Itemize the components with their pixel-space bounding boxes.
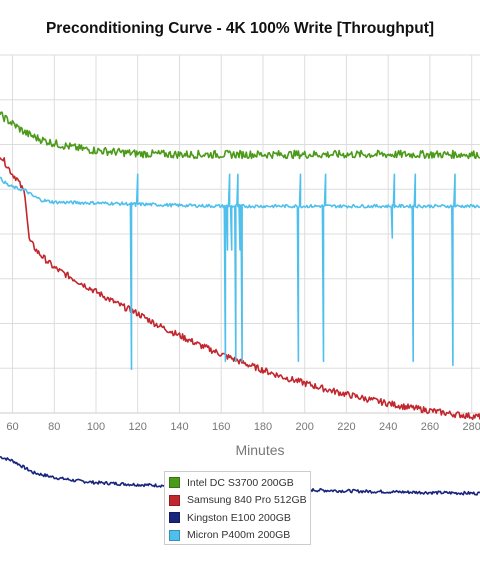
x-tick-label-100: 100 [87, 421, 105, 433]
x-tick-label-60: 60 [6, 421, 18, 433]
x-axis-label: Minutes [235, 442, 285, 458]
legend-swatch-samsung [169, 494, 180, 506]
x-tick-label-280: 280 [463, 421, 480, 433]
legend-item-kingston[interactable]: Kingston E100 200GB [165, 509, 310, 527]
legend-item-samsung[interactable]: Samsung 840 Pro 512GB [165, 492, 310, 510]
x-tick-label-180: 180 [254, 421, 272, 433]
legend-swatch-micron [169, 529, 180, 541]
x-tick-label-260: 260 [421, 421, 439, 433]
legend-swatch-kingston [169, 512, 180, 524]
series-line-micron-p400m-200gb [0, 173, 480, 371]
legend-item-micron[interactable]: Micron P400m 200GB [165, 527, 310, 545]
x-tick-label-140: 140 [170, 421, 188, 433]
series-line-intel-dc-s3700-200gb [0, 111, 480, 160]
x-tick-label-160: 160 [212, 421, 230, 433]
grid-lines [0, 54, 480, 414]
legend-swatch-intel [169, 477, 180, 489]
x-tick-labels: 60 80 100 120 140 160 180 200 220 240 260 280 [6, 421, 480, 433]
chart-title: Preconditioning Curve - 4K 100% Write [T… [45, 20, 435, 37]
legend: Intel DC S3700 200GB Samsung 840 Pro 512… [164, 471, 311, 545]
x-tick-label-120: 120 [129, 421, 147, 433]
x-tick-label-200: 200 [296, 421, 314, 433]
legend-label-intel: Intel DC S3700 200GB [187, 476, 294, 489]
x-tick-label-220: 220 [337, 421, 355, 433]
series-line-samsung-840-pro-512gb [0, 157, 480, 421]
x-tick-label-240: 240 [379, 421, 397, 433]
legend-label-samsung: Samsung 840 Pro 512GB [187, 494, 307, 507]
legend-label-kingston: Kingston E100 200GB [187, 511, 291, 524]
series-lines [0, 111, 480, 496]
legend-item-intel[interactable]: Intel DC S3700 200GB [165, 474, 310, 492]
legend-label-micron: Micron P400m 200GB [187, 529, 291, 542]
x-tick-label-80: 80 [48, 421, 60, 433]
